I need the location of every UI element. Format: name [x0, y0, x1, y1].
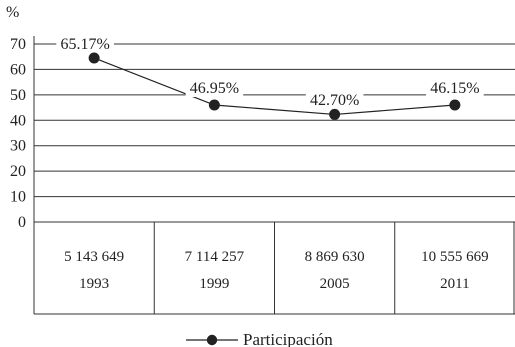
- category-year-3: 2011: [440, 276, 469, 292]
- y-tick-label-30: 30: [10, 138, 26, 155]
- category-count-0: 5 143 649: [64, 249, 124, 265]
- category-year-1: 1999: [199, 276, 229, 292]
- y-tick-label-40: 40: [10, 112, 26, 129]
- legend-dot-marker: [206, 334, 218, 346]
- y-tick-label-10: 10: [10, 189, 26, 206]
- data-label-3: 46.15%: [430, 80, 479, 97]
- grid-layer: [33, 36, 515, 314]
- data-point-2: [329, 108, 341, 120]
- data-label-2: 42.70%: [310, 92, 359, 109]
- series-layer: 65.17% 46.95% 42.70% 46.15%: [56, 34, 484, 120]
- data-label-background: [185, 78, 244, 97]
- legend-label: Participación: [243, 330, 333, 347]
- data-point-3: [449, 99, 461, 111]
- data-label-background: [426, 78, 484, 97]
- category-count-3: 10 555 669: [421, 249, 489, 265]
- category-year-0: 1993: [79, 276, 109, 292]
- y-tick-label-60: 60: [10, 61, 26, 78]
- y-tick-label-50: 50: [10, 87, 26, 104]
- data-label-background: [305, 90, 364, 109]
- legend: Participación: [186, 330, 333, 347]
- series-line: [93, 57, 455, 116]
- data-point-0: [88, 52, 100, 64]
- category-count-1: 7 114 257: [185, 249, 245, 265]
- y-tick-label-0: 0: [18, 214, 26, 231]
- category-count-2: 8 869 630: [305, 249, 365, 265]
- y-tick-label-70: 70: [10, 36, 26, 53]
- data-label-1: 46.95%: [190, 80, 239, 97]
- data-label-background: [56, 34, 114, 53]
- y-tick-label-20: 20: [10, 163, 26, 180]
- data-label-0: 65.17%: [60, 36, 109, 53]
- y-unit-label: %: [6, 4, 19, 21]
- y-tick-labels: 0 10 20 30 40 50 60 70: [10, 36, 26, 231]
- data-point-1: [208, 99, 220, 111]
- category-table: 5 143 649 1993 7 114 257 1999 8 869 630 2005 1…: [34, 222, 515, 315]
- category-year-2: 2005: [320, 276, 350, 292]
